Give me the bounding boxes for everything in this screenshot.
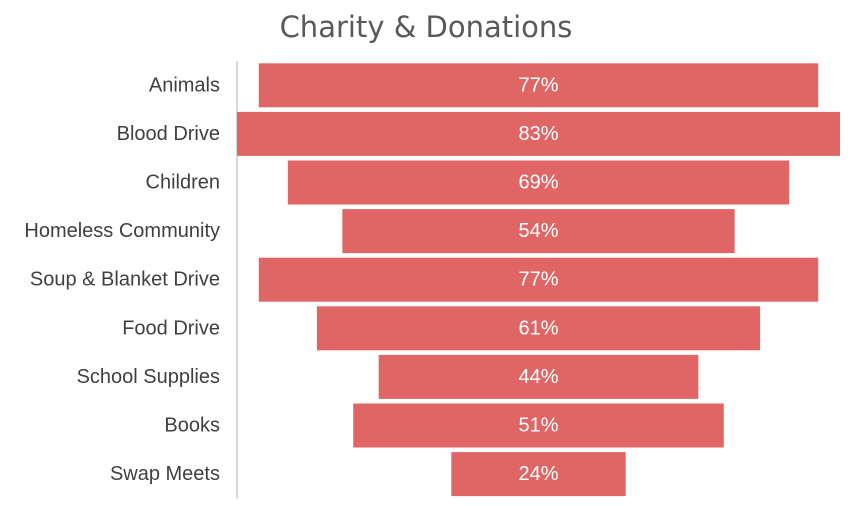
data-label: 54% bbox=[518, 220, 558, 242]
data-label: 77% bbox=[518, 269, 558, 291]
data-label: 69% bbox=[518, 172, 558, 194]
funnel-bar bbox=[258, 257, 819, 302]
data-label: 83% bbox=[518, 123, 558, 145]
data-label: 77% bbox=[518, 74, 558, 96]
category-label: Food Drive bbox=[122, 317, 220, 339]
chart-title: Charity & Donations bbox=[279, 10, 573, 44]
funnel-bar bbox=[451, 452, 626, 497]
category-label: Children bbox=[146, 172, 220, 194]
category-label: Animals bbox=[149, 74, 220, 96]
funnel-bar bbox=[353, 403, 724, 448]
funnel-bar bbox=[287, 160, 790, 205]
category-label: Soup & Blanket Drive bbox=[30, 269, 220, 291]
category-label: Books bbox=[164, 415, 220, 437]
data-label: 44% bbox=[518, 366, 558, 388]
category-label: School Supplies bbox=[77, 366, 220, 388]
funnel-bar bbox=[258, 63, 819, 108]
category-label: Blood Drive bbox=[117, 123, 220, 145]
funnel-bar bbox=[378, 354, 699, 399]
funnel-bar bbox=[316, 306, 761, 351]
category-label: Homeless Community bbox=[24, 220, 220, 242]
data-label: 51% bbox=[518, 415, 558, 437]
data-label: 24% bbox=[518, 463, 558, 485]
data-label: 61% bbox=[518, 317, 558, 339]
funnel-bar bbox=[237, 111, 840, 156]
category-label: Swap Meets bbox=[110, 463, 220, 485]
funnel-bar bbox=[342, 209, 735, 254]
